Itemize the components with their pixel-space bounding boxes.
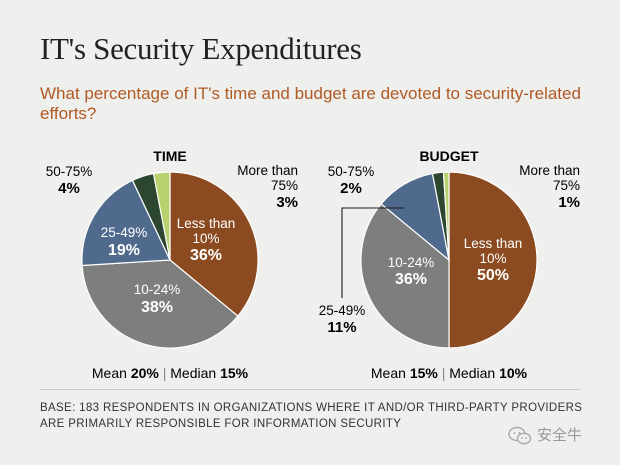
time-label-more-than-75-line1: More than [237,163,298,178]
time-label-less-than-10-line1: Less than [177,216,236,231]
time-chart: TIME Less than 10% 36% 10-24% 38% 25-49%… [46,148,298,381]
time-chart-title: TIME [153,148,186,164]
time-value-less-than-10: 36% [190,247,222,264]
budget-label-50-75: 50-75% [328,164,375,179]
budget-chart: BUDGET Less than 10% 50% 10-24% 36% 25-4… [319,148,580,381]
time-median-label: Median [170,365,216,381]
wechat-icon [508,426,532,446]
budget-chart-title: BUDGET [419,148,479,164]
budget-label-10-24: 10-24% [388,255,435,270]
budget-value-less-than-10: 50% [477,267,509,284]
time-label-10-24: 10-24% [134,282,181,297]
time-value-10-24: 38% [141,299,173,316]
budget-median-value: 10% [499,365,528,381]
watermark: 安全牛 [508,424,582,446]
time-value-more-than-75: 3% [276,194,298,211]
budget-mean-label: Mean [371,365,406,381]
time-label-more-than-75-line2: 75% [271,178,298,193]
budget-label-more-than-75-line1: More than [519,163,580,178]
time-stats-divider: | [163,365,167,381]
time-label-less-than-10-line2: 10% [192,231,219,246]
budget-value-more-than-75: 1% [558,194,580,211]
budget-mean-value: 15% [410,365,439,381]
time-mean-value: 20% [131,365,160,381]
watermark-text: 安全牛 [537,427,582,444]
budget-label-less-than-10-line1: Less than [464,236,523,251]
budget-label-more-than-75-line2: 75% [553,178,580,193]
budget-value-10-24: 36% [395,271,427,288]
budget-stats: Mean 15% | Median 10% [371,365,528,381]
time-label-25-49: 25-49% [101,225,148,240]
time-value-25-49: 19% [108,242,140,259]
budget-label-25-49: 25-49% [319,303,366,318]
budget-label-less-than-10-line2: 10% [479,251,506,266]
budget-value-50-75: 2% [340,180,362,197]
time-label-50-75: 50-75% [46,164,93,179]
time-pie [82,172,258,348]
footer-divider [40,389,580,390]
time-mean-label: Mean [92,365,127,381]
time-stats: Mean 20% | Median 15% [92,365,249,381]
time-value-50-75: 4% [58,180,80,197]
budget-stats-divider: | [442,365,446,381]
budget-median-label: Median [449,365,495,381]
time-median-value: 15% [220,365,249,381]
budget-value-25-49: 11% [327,319,356,336]
